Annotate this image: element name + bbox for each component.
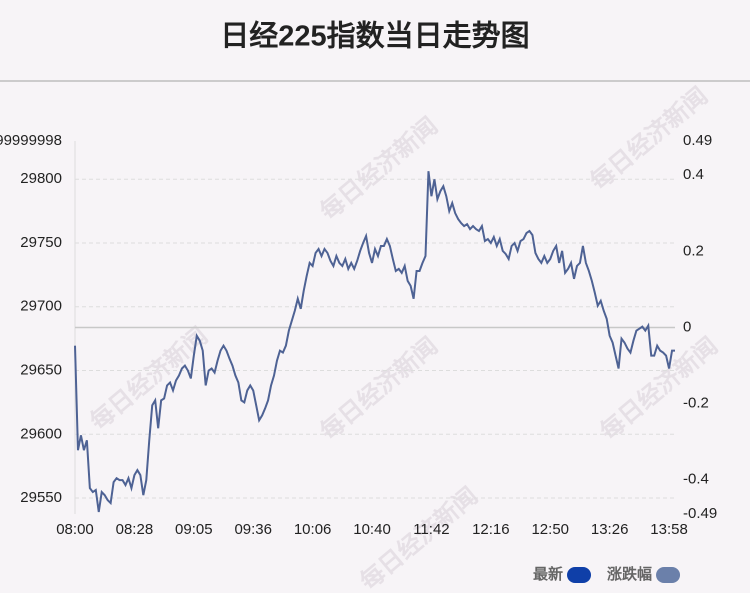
x-tick-label: 10:40 <box>353 521 391 538</box>
y2-tick-label: -0.49 <box>683 505 717 522</box>
x-tick-label: 13:58 <box>650 521 688 538</box>
y-tick-label: 29650 <box>20 362 62 379</box>
y-tick-label: 29600 <box>20 425 62 442</box>
y-tick-label: 29750 <box>20 234 62 251</box>
x-tick-label: 10:06 <box>294 521 332 538</box>
legend-label: 涨跌幅 <box>607 565 652 583</box>
x-tick-label: 12:16 <box>472 521 510 538</box>
legend-swatch <box>656 567 681 583</box>
y-tick-label: 29800 <box>20 170 62 187</box>
y2-tick-label: 0.2 <box>683 242 704 259</box>
x-tick-label: 09:36 <box>234 521 272 538</box>
x-tick-label: 08:00 <box>56 521 94 538</box>
y-tick-label: 29829.9999999998 <box>0 132 62 149</box>
y2-tick-label: 0.4 <box>683 166 704 183</box>
chart-title: 日经225指数当日走势图 <box>220 19 529 53</box>
series-line <box>74 171 675 513</box>
x-tick-label: 11:42 <box>413 521 449 538</box>
x-tick-label: 09:05 <box>175 521 213 538</box>
legend-swatch <box>567 567 592 583</box>
watermark: 每日经济新闻 <box>85 322 213 436</box>
y2-tick-label: 0.49 <box>683 132 712 149</box>
watermark: 每日经济新闻 <box>315 112 443 226</box>
y2-tick-label: -0.4 <box>683 471 709 488</box>
y-tick-label: 29550 <box>20 489 62 506</box>
x-tick-label: 12:50 <box>531 521 569 538</box>
watermark: 每日经济新闻 <box>315 332 443 446</box>
y2-tick-label: -0.2 <box>683 395 709 412</box>
x-tick-label: 08:28 <box>116 521 154 538</box>
y-tick-label: 29700 <box>20 298 62 315</box>
y2-tick-label: 0 <box>683 318 691 335</box>
legend-label: 最新 <box>533 565 563 583</box>
x-tick-label: 13:26 <box>591 521 629 538</box>
